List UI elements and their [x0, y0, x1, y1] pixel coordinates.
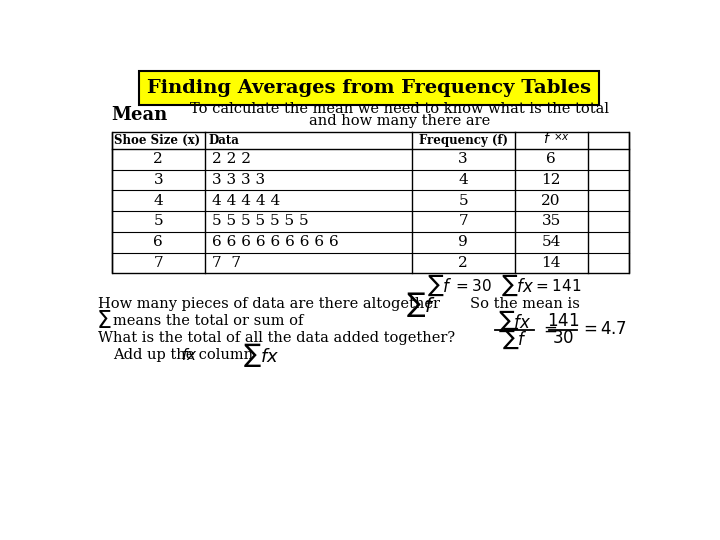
Text: 5 5 5 5 5 5 5: 5 5 5 5 5 5 5	[212, 214, 309, 228]
Text: 6: 6	[546, 152, 556, 166]
Text: 7: 7	[153, 256, 163, 270]
Text: $\sum f$: $\sum f$	[406, 290, 436, 319]
Text: 3: 3	[459, 152, 468, 166]
Text: 3 3 3 3: 3 3 3 3	[212, 173, 266, 187]
Text: $= 4.7$: $= 4.7$	[580, 321, 626, 338]
Text: $f$: $f$	[544, 131, 552, 146]
Text: Data: Data	[209, 134, 240, 147]
Text: How many pieces of data are there altogether: How many pieces of data are there altoge…	[98, 297, 440, 311]
Text: $=$: $=$	[539, 321, 557, 338]
Text: means the total or sum of: means the total or sum of	[113, 314, 304, 328]
Bar	[112, 132, 629, 273]
Text: 5: 5	[153, 214, 163, 228]
Text: What is the total of all the data added together?: What is the total of all the data added …	[98, 331, 455, 345]
Text: 6: 6	[153, 235, 163, 249]
Text: To calculate the mean we need to know what is the total: To calculate the mean we need to know wh…	[191, 102, 610, 116]
Text: 7: 7	[459, 214, 468, 228]
Text: $\sum fx$: $\sum fx$	[243, 341, 280, 369]
Text: and how many there are: and how many there are	[310, 114, 490, 128]
Text: $\sum fx$: $\sum fx$	[500, 273, 534, 299]
Text: 2: 2	[153, 152, 163, 166]
Text: $\sum f$: $\sum f$	[427, 273, 453, 299]
Text: 12: 12	[541, 173, 561, 187]
Text: column: column	[194, 348, 253, 362]
Text: $\times x$: $\times x$	[553, 131, 570, 142]
Text: 3: 3	[153, 173, 163, 187]
Text: $\Sigma$: $\Sigma$	[96, 310, 112, 333]
Text: 14: 14	[541, 256, 561, 270]
Text: 5: 5	[459, 194, 468, 208]
Text: Add up the: Add up the	[113, 348, 199, 362]
Text: $\sum f$: $\sum f$	[502, 326, 528, 351]
Text: 2 2 2: 2 2 2	[212, 152, 251, 166]
Text: Frequency (f): Frequency (f)	[418, 134, 508, 147]
Text: So the mean is: So the mean is	[469, 297, 580, 311]
Text: 54: 54	[541, 235, 561, 249]
Text: $= 141$: $= 141$	[534, 278, 582, 294]
Text: 2: 2	[459, 256, 468, 270]
Text: 9: 9	[459, 235, 468, 249]
Text: Mean: Mean	[112, 106, 168, 124]
Text: 4 4 4 4 4: 4 4 4 4 4	[212, 194, 281, 208]
Text: 6 6 6 6 6 6 6 6 6: 6 6 6 6 6 6 6 6 6	[212, 235, 339, 249]
Text: $30$: $30$	[552, 329, 574, 347]
Text: $fx$: $fx$	[181, 347, 198, 363]
Text: $141$: $141$	[546, 313, 579, 330]
Text: Finding Averages from Frequency Tables: Finding Averages from Frequency Tables	[147, 79, 591, 97]
Text: 7  7: 7 7	[212, 256, 241, 270]
Text: $= 30$: $= 30$	[453, 278, 492, 294]
Text: 4: 4	[459, 173, 468, 187]
Text: Shoe Size (x): Shoe Size (x)	[114, 134, 200, 147]
Text: 20: 20	[541, 194, 561, 208]
Text: $\sum fx$: $\sum fx$	[498, 308, 531, 334]
Text: 35: 35	[541, 214, 561, 228]
Text: 4: 4	[153, 194, 163, 208]
